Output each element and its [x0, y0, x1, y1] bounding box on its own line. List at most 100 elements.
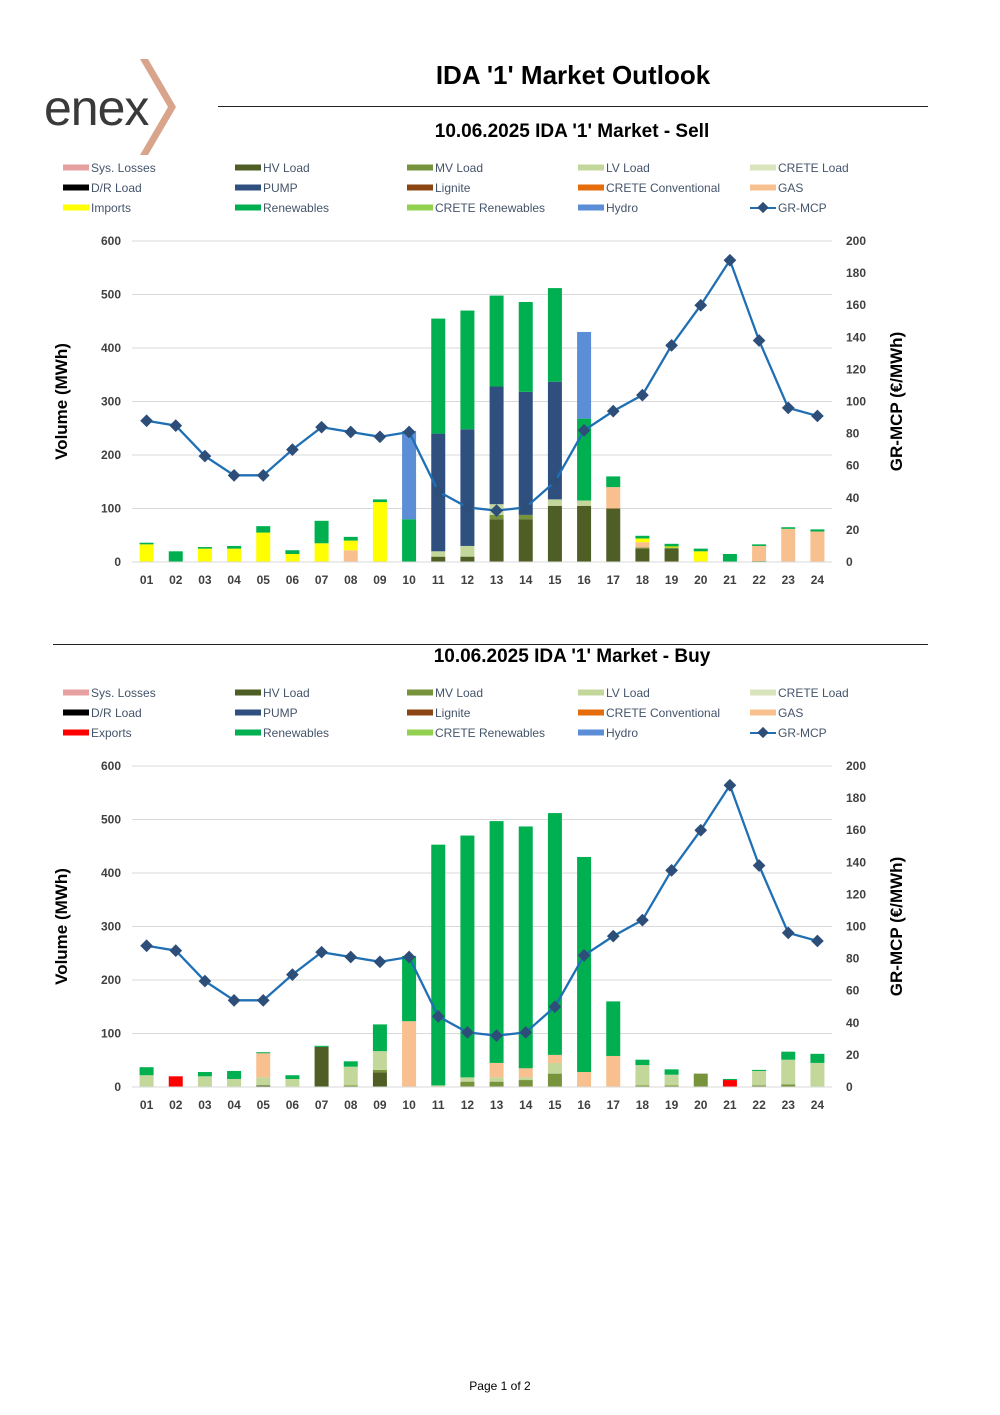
legend-swatch — [407, 729, 433, 736]
bar-gas-17 — [606, 1055, 621, 1087]
legend-swatch — [235, 709, 261, 716]
bar-gas-05 — [256, 1053, 271, 1078]
y-tick-label: 500 — [101, 288, 121, 302]
legend-label: CRETE Load — [778, 161, 849, 175]
x-tick-label: 14 — [519, 573, 533, 587]
bar-renewables-11 — [431, 318, 446, 434]
legend-gr-mcp: GR-MCP — [750, 726, 827, 740]
legend-hydro: Hydro — [578, 726, 638, 740]
bar-renewables-03 — [197, 1072, 212, 1077]
legend-swatch — [750, 184, 776, 191]
y2-tick-label: 140 — [846, 855, 866, 869]
bar-mv-load-19 — [664, 547, 679, 549]
bar-gas-24 — [810, 531, 825, 562]
legend-hv-load: HV Load — [235, 161, 310, 175]
title-divider — [218, 106, 928, 107]
legend-renewables: Renewables — [235, 201, 329, 215]
bar-mv-load-15 — [547, 1073, 562, 1087]
bars — [139, 288, 825, 562]
legend-swatch — [63, 729, 89, 736]
bar-renewables-04 — [227, 545, 242, 549]
bar-renewables-14 — [518, 826, 533, 1069]
bar-gas-15 — [547, 1054, 562, 1063]
legend-swatch — [235, 689, 261, 696]
bar-renewables-22 — [752, 544, 767, 546]
y2-tick-label: 0 — [846, 555, 853, 569]
y-tick-label: 0 — [114, 555, 121, 569]
bar-exports-02 — [168, 1076, 183, 1087]
legend-marker-swatch — [757, 201, 769, 214]
gr-mcp-point-17 — [606, 404, 620, 418]
gr-mcp-point-14 — [519, 1026, 533, 1039]
x-tick-label: 23 — [782, 1098, 796, 1112]
y2-tick-label: 160 — [846, 298, 866, 312]
bar-lv-load-03 — [197, 1076, 212, 1087]
bar-mv-load-22 — [752, 560, 767, 562]
gr-mcp-point-23 — [781, 926, 795, 940]
bar-lv-load-13 — [489, 1077, 504, 1082]
bar-renewables-12 — [460, 835, 475, 1078]
gr-mcp-point-12 — [461, 501, 474, 514]
bar-mv-load-19 — [664, 1085, 679, 1087]
bar-pump-14 — [518, 391, 533, 515]
legend-gas: GAS — [750, 181, 803, 195]
bar-imports-19 — [664, 546, 679, 548]
legend-label: CRETE Conventional — [606, 706, 720, 720]
legend-label: HV Load — [263, 686, 310, 700]
legend-swatch — [235, 164, 261, 171]
logo-wordmark: enex — [44, 80, 149, 136]
gr-mcp-point-03 — [198, 449, 212, 463]
legend-label: MV Load — [435, 161, 483, 175]
x-tick-label: 10 — [402, 1098, 416, 1112]
gr-mcp-point-08 — [344, 425, 358, 439]
bar-renewables-21 — [722, 553, 737, 562]
gr-mcp-point-22 — [752, 334, 766, 347]
legend-swatch — [578, 204, 604, 211]
y2-tick-label: 40 — [846, 1016, 860, 1030]
bar-imports-04 — [227, 548, 242, 562]
bar-renewables-09 — [372, 499, 387, 503]
legend-sys-losses: Sys. Losses — [63, 161, 156, 175]
legend-imports: Imports — [63, 201, 131, 215]
legend-swatch — [235, 204, 261, 211]
bar-mv-load-23 — [781, 1084, 796, 1087]
gr-mcp-point-07 — [315, 420, 328, 434]
x-tick-label: 23 — [782, 573, 796, 587]
bar-renewables-07 — [314, 1045, 329, 1047]
bar-hv-load-07 — [314, 1046, 329, 1087]
legend-swatch — [750, 689, 776, 696]
bar-hv-load-09 — [372, 1072, 387, 1087]
legend-mv-load: MV Load — [407, 161, 483, 175]
bar-hv-load-12 — [460, 556, 475, 562]
gr-mcp-point-01 — [140, 414, 153, 428]
legend-swatch — [407, 164, 433, 171]
legend-crete-renewables: CRETE Renewables — [407, 201, 545, 215]
bar-renewables-06 — [285, 1075, 300, 1079]
bar-hydro-16 — [577, 331, 592, 419]
y2-tick-label: 180 — [846, 266, 866, 280]
bar-renewables-17 — [606, 1001, 621, 1056]
bar-lv-load-15 — [547, 499, 562, 506]
y2-tick-label: 20 — [846, 1048, 860, 1062]
legend-swatch — [63, 184, 89, 191]
legend-label: CRETE Conventional — [606, 181, 720, 195]
bar-renewables-09 — [372, 1024, 387, 1052]
bar-renewables-17 — [606, 476, 621, 488]
sell-chart: 10.06.2025 IDA '1' Market - Sell Sys. Los… — [52, 121, 906, 587]
legend-hv-load: HV Load — [235, 686, 310, 700]
legend-lignite: Lignite — [407, 181, 471, 195]
legend-swatch — [235, 184, 261, 191]
x-tick-label: 09 — [373, 573, 387, 587]
y-tick-label: 0 — [114, 1080, 121, 1094]
y-tick-label: 600 — [101, 759, 121, 773]
bar-hydro-10 — [402, 430, 417, 520]
legend-swatch — [578, 709, 604, 716]
legend-label: Hydro — [606, 726, 638, 740]
x-tick-label: 01 — [140, 1098, 154, 1112]
legend-label: Lignite — [435, 706, 471, 720]
x-tick-label: 03 — [198, 573, 212, 587]
bar-hv-load-18 — [635, 548, 650, 562]
legend-label: PUMP — [263, 706, 298, 720]
bar-mv-load-09 — [372, 1069, 387, 1073]
bar-gas-08 — [343, 550, 358, 562]
